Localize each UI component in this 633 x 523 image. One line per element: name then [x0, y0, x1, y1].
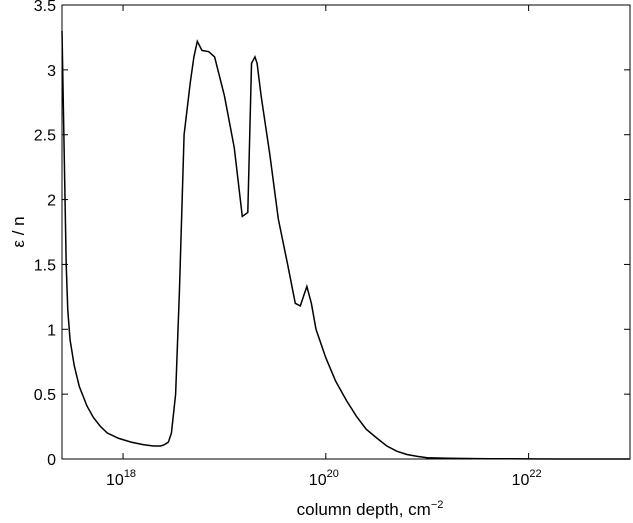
- x-axis-label-exponent: −2: [431, 499, 444, 511]
- y-axis-label: ε / n: [9, 216, 28, 247]
- x-tick-label-exponent: 18: [124, 468, 136, 480]
- x-axis-label-text: column depth, cm: [297, 500, 431, 519]
- y-tick-label: 2: [47, 193, 56, 210]
- x-tick-label-base: 10: [309, 472, 327, 489]
- y-tick-label: 0: [47, 452, 56, 469]
- x-tick-label: 1020: [309, 468, 339, 489]
- x-tick-label: 1018: [106, 468, 136, 489]
- y-tick-label: 2.5: [34, 128, 56, 145]
- x-tick-label-base: 10: [512, 472, 530, 489]
- x-tick-label-exponent: 20: [327, 468, 339, 480]
- x-tick-label-exponent: 22: [529, 468, 541, 480]
- x-axis-label: column depth, cm−2: [297, 499, 444, 519]
- x-axis-ticks: 1018 1020 1022: [106, 5, 542, 489]
- y-tick-label: 3.5: [34, 0, 56, 15]
- x-tick-label-base: 10: [106, 472, 124, 489]
- y-tick-label: 3: [47, 63, 56, 80]
- series-line: [61, 30, 631, 460]
- y-tick-label: 1: [47, 322, 56, 339]
- y-tick-label: 0.5: [34, 387, 56, 404]
- plot-area: [61, 4, 631, 460]
- y-tick-label: 1.5: [34, 257, 56, 274]
- y-axis-ticks: 0 0.5 1 1.5 2 2.5 3 3.5: [34, 0, 630, 469]
- x-tick-label: 1022: [512, 468, 542, 489]
